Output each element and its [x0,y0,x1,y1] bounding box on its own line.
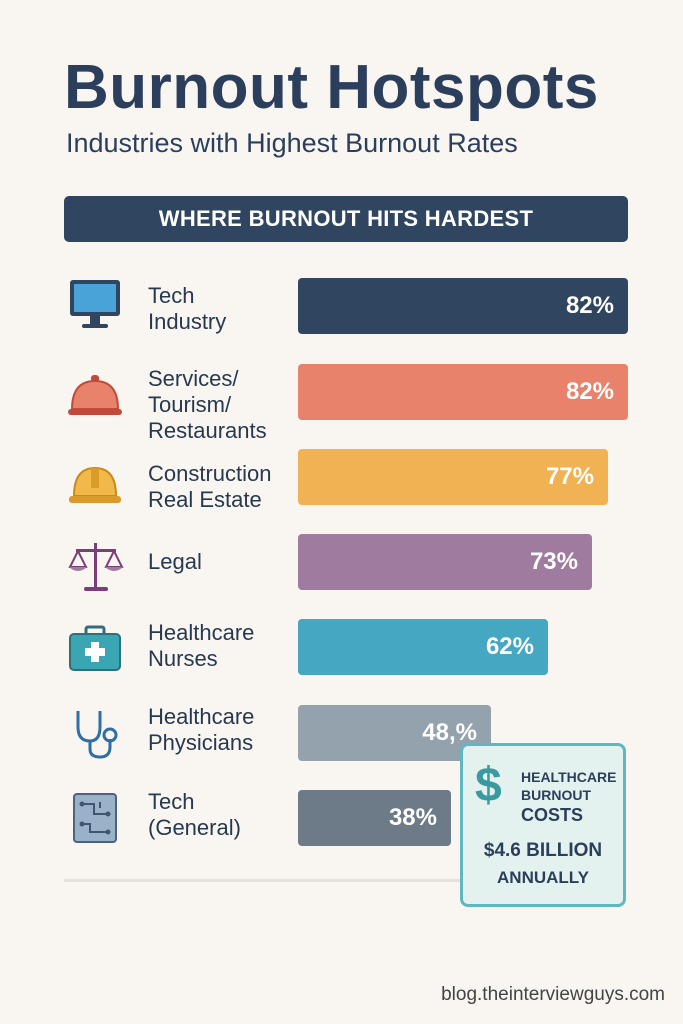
page-subtitle: Industries with Highest Burnout Rates [66,128,518,158]
divider [64,879,464,882]
category-label: Legal [148,549,202,575]
stethoscope-icon [64,701,126,763]
category-label-line: Tourism/ [148,392,232,417]
category-label-line: Healthcare [148,704,255,729]
cost-period: ANNUALLY [497,868,589,887]
bar-value-label: 73% [529,548,578,575]
bar-value-label: 62% [485,633,534,660]
bar: 48,% [298,705,491,761]
category-label-line: Legal [148,549,202,574]
category-label-line: Industry [148,309,227,334]
hard-hat-icon [64,454,126,516]
bar-value-label: 48,% [422,719,477,746]
bar-value-label: 82% [565,292,614,319]
cloche-icon [64,365,126,427]
category-label-line: Construction [148,461,272,486]
monitor-icon [64,274,126,336]
bar-value-label: 38% [388,804,437,831]
bar: 77% [298,449,608,505]
bar: 82% [298,364,628,420]
category-label-line: Nurses [148,646,218,671]
bar: 82% [298,278,628,334]
category-label-line: Services/ [148,366,239,391]
category-label-line: Physicians [148,730,254,755]
source-credit: blog.theinterviewguys.com [441,984,665,1005]
category-label: Construction Real Estate [148,461,272,513]
bar: 73% [298,534,592,590]
cost-heading-line2: BURNOUT [521,787,591,803]
bar: 38% [298,790,451,846]
circuit-board-icon [64,786,126,848]
bar-value-label: 82% [565,378,614,405]
section-banner-label: WHERE BURNOUT HITS HARDEST [158,206,534,231]
category-label: Healthcare Nurses [148,620,254,672]
cost-callout: $ HEALTHCARE BURNOUT COSTS $4.6 BILLION … [460,743,626,907]
category-label-line: Tech [148,283,195,308]
bar-value-label: 77% [545,463,594,490]
bar: 62% [298,619,548,675]
category-label: Services/Tourism/Restaurants [148,366,267,444]
dollar-icon: $ [475,759,502,812]
medical-kit-icon [64,617,126,679]
cost-heading-line3: COSTS [521,805,584,825]
category-label-line: Restaurants [148,418,267,443]
category-label-line: Real Estate [148,487,262,512]
cost-heading: HEALTHCARE BURNOUT COSTS [521,768,616,826]
category-label: Healthcare Physicians [148,704,254,756]
section-banner: WHERE BURNOUT HITS HARDEST [64,196,628,242]
category-label-line: Tech [148,789,195,814]
category-label: Tech Industry [148,283,226,335]
category-label-line: (General) [148,815,241,840]
cost-heading-line1: HEALTHCARE [521,769,617,785]
category-label: Tech (General) [148,789,241,841]
scales-icon [64,535,126,597]
category-label-line: Healthcare [148,620,255,645]
cost-amount: $4.6 BILLION [483,840,603,861]
page-title: Burnout Hotspots [64,53,599,122]
